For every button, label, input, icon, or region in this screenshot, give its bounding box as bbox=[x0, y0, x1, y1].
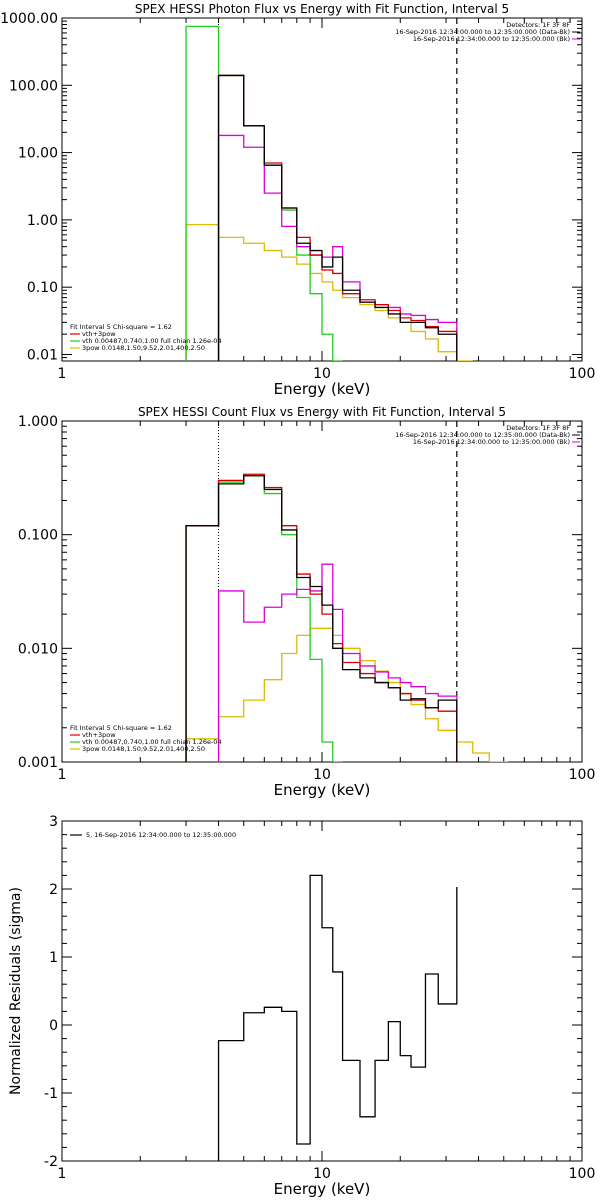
panel3-series-data bbox=[217, 874, 458, 1161]
panel1-info-line: Detectors: 1F 3F 8F bbox=[506, 21, 570, 29]
panel2-y-tick-label: 0.001 bbox=[18, 755, 58, 771]
panel1-x-axis-label: Energy (keV) bbox=[274, 380, 371, 398]
panel1-series-total bbox=[217, 74, 458, 361]
panel1-x-tick-label: 100 bbox=[569, 366, 596, 382]
panel3-y-tick-label: 2 bbox=[49, 882, 58, 898]
panel2-series-pow bbox=[185, 627, 509, 762]
panel1-info-line: 16-Sep-2016 12:34:00.000 to 12:35:00.000… bbox=[413, 35, 570, 43]
panel2-x-tick-label: 10 bbox=[313, 767, 331, 783]
panel2-legend-line: Fit Interval 5 Chi-square = 1.62 bbox=[70, 724, 172, 732]
panel2-legend-line: vth+3pow bbox=[82, 731, 116, 739]
panel1-legend-line: Fit Interval 5 Chi-square = 1.62 bbox=[70, 323, 172, 331]
panel1-legend-line: 3pow 0.0148,1.50,9.52,2.01,400,2.50 bbox=[82, 344, 205, 352]
panel1-legend-line: vth+3pow bbox=[82, 330, 116, 338]
panel1-plot bbox=[61, 17, 583, 362]
panel1-y-tick-label: 10.00 bbox=[18, 146, 58, 162]
panel3-y-tick-label: -2 bbox=[44, 1154, 58, 1170]
panel2-series-group bbox=[185, 473, 509, 762]
panel1-title: SPEX HESSI Photon Flux vs Energy with Fi… bbox=[135, 2, 509, 16]
panel3-y-axis-label: Normalized Residuals (sigma) bbox=[8, 887, 24, 1095]
panel1-legend-line: vth 0.00487,0.740,1.00 full chian 1.26e-… bbox=[82, 337, 222, 345]
panel2-legend-line: 3pow 0.0148,1.50,9.52,2.01,400,2.50 bbox=[82, 745, 205, 753]
panel2-y-tick-label: 0.010 bbox=[18, 641, 58, 657]
panel2-info-line: 16-Sep-2016 12:34:00.000 to 12:35:00.000… bbox=[413, 438, 570, 446]
panel1-series-pow bbox=[185, 223, 473, 361]
panel2-y-tick-label: 0.100 bbox=[18, 528, 58, 544]
panel3-plot bbox=[61, 820, 583, 1162]
panel1-y-tick-label: 1000.00 bbox=[0, 11, 58, 27]
panel3-y-tick-label: 1 bbox=[49, 950, 58, 966]
panel1-series-data bbox=[217, 74, 458, 361]
panel1-x-tick-label: 1 bbox=[58, 366, 67, 382]
panel3-y-tick-label: -1 bbox=[44, 1086, 58, 1102]
panel2-y-tick-label: 1.000 bbox=[18, 414, 58, 430]
panel1-y-tick-label: 0.01 bbox=[27, 347, 58, 363]
panel3-y-tick-label: 0 bbox=[49, 1018, 58, 1034]
panel2-series-data bbox=[185, 475, 458, 762]
panel2-series-total bbox=[185, 473, 458, 762]
panel1-x-tick-label: 10 bbox=[313, 366, 331, 382]
panel1-y-tick-label: 0.10 bbox=[27, 280, 58, 296]
panel3-legend-line: 5, 16-Sep-2016 12:34:00.000 to 12:35:00.… bbox=[86, 831, 236, 839]
panel3-x-axis-label: Energy (keV) bbox=[274, 1180, 371, 1198]
panel2-info-line: Detectors: 1F 3F 8F bbox=[506, 424, 570, 432]
panel2-x-tick-label: 100 bbox=[569, 767, 596, 783]
panel2-plot bbox=[61, 420, 583, 763]
panel1-series-group bbox=[185, 25, 473, 361]
panel1-y-tick-label: 1.00 bbox=[27, 213, 58, 229]
panel2-title: SPEX HESSI Count Flux vs Energy with Fit… bbox=[138, 405, 506, 419]
panel2-legend-line: vth 0.00487,0.740,1.00 full chian 1.26e-… bbox=[82, 738, 222, 746]
panel3-x-tick-label: 1 bbox=[58, 1166, 67, 1182]
panel2-x-axis-label: Energy (keV) bbox=[274, 781, 371, 799]
panel3-series-group bbox=[217, 874, 458, 1161]
panel2-info-line: 16-Sep-2016 12:34:00.000 to 12:35:00.000… bbox=[395, 431, 570, 439]
panel3-frame bbox=[61, 820, 583, 1162]
panel2-series-bk bbox=[217, 563, 458, 762]
panel1-y-tick-label: 100.00 bbox=[9, 78, 58, 94]
panel1-info-line: 16-Sep-2016 12:34:00.000 to 12:35:00.000… bbox=[395, 28, 570, 36]
panel2-x-tick-label: 1 bbox=[58, 767, 67, 783]
panel3-x-tick-label: 100 bbox=[569, 1166, 596, 1182]
panel1-series-bk bbox=[217, 134, 458, 361]
panel3-x-tick-label: 10 bbox=[313, 1166, 331, 1182]
panel3-y-tick-label: 3 bbox=[49, 814, 58, 830]
